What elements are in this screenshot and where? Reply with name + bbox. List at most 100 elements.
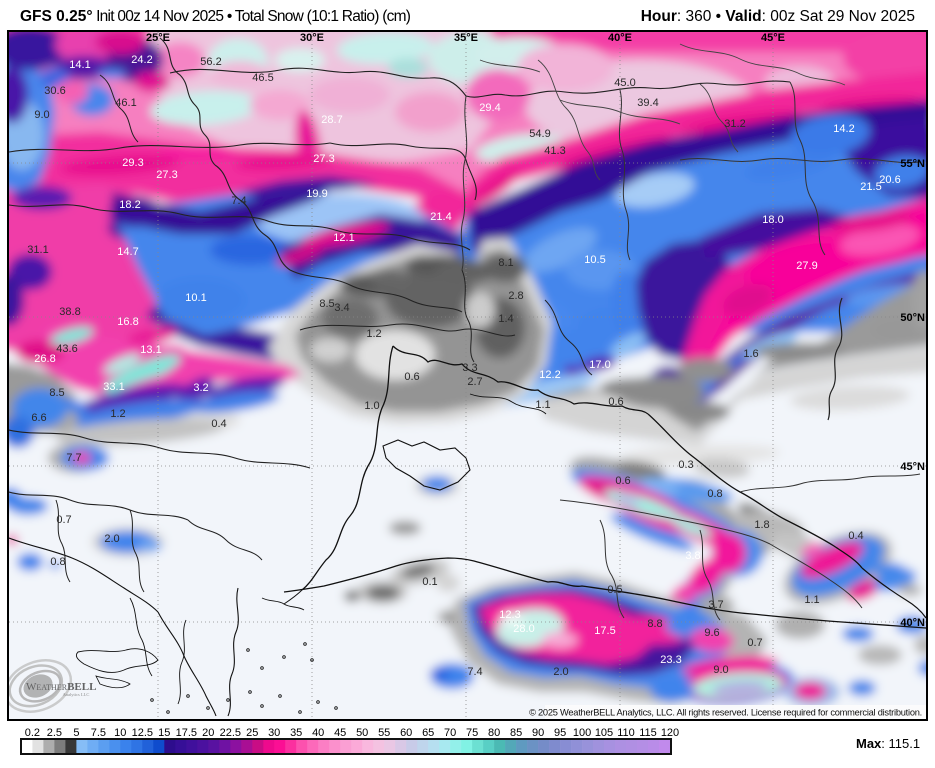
svg-text:95: 95: [554, 727, 566, 739]
svg-text:0.7: 0.7: [747, 637, 762, 649]
svg-text:1.1: 1.1: [804, 594, 819, 606]
svg-text:3.3: 3.3: [462, 362, 477, 374]
svg-text:28.0: 28.0: [513, 623, 534, 635]
svg-text:9.0: 9.0: [713, 664, 728, 676]
svg-text:40°N: 40°N: [900, 617, 925, 629]
svg-text:0.6: 0.6: [615, 475, 630, 487]
svg-text:15: 15: [158, 727, 170, 739]
svg-text:1.0: 1.0: [364, 400, 379, 412]
svg-text:105: 105: [595, 727, 613, 739]
svg-text:19.9: 19.9: [306, 188, 327, 200]
svg-text:17.5: 17.5: [176, 727, 197, 739]
svg-text:120: 120: [661, 727, 679, 739]
svg-text:6.6: 6.6: [31, 412, 46, 424]
svg-text:54.9: 54.9: [529, 128, 550, 140]
svg-text:40°E: 40°E: [608, 32, 632, 44]
svg-text:26.8: 26.8: [34, 353, 55, 365]
svg-text:1.6: 1.6: [743, 348, 758, 360]
svg-text:55: 55: [378, 727, 390, 739]
svg-text:110: 110: [617, 727, 635, 739]
svg-text:0.6: 0.6: [608, 396, 623, 408]
svg-text:23.3: 23.3: [660, 654, 681, 666]
svg-text:46.1: 46.1: [115, 97, 136, 109]
svg-text:14.1: 14.1: [69, 59, 90, 71]
svg-text:21.5: 21.5: [860, 181, 881, 193]
svg-text:27.3: 27.3: [156, 169, 177, 181]
svg-text:7.4: 7.4: [231, 195, 246, 207]
svg-text:40: 40: [312, 727, 324, 739]
svg-text:10.1: 10.1: [185, 292, 206, 304]
svg-text:9.0: 9.0: [34, 109, 49, 121]
svg-text:30.6: 30.6: [44, 85, 65, 97]
svg-text:20.6: 20.6: [879, 174, 900, 186]
svg-text:1.2: 1.2: [110, 408, 125, 420]
svg-text:18.2: 18.2: [119, 199, 140, 211]
svg-text:17.5: 17.5: [594, 625, 615, 637]
svg-text:0.4: 0.4: [848, 530, 863, 542]
svg-text:8.8: 8.8: [647, 618, 662, 630]
svg-text:3.2: 3.2: [193, 382, 208, 394]
svg-text:100: 100: [573, 727, 591, 739]
svg-text:10.5: 10.5: [584, 254, 605, 266]
svg-text:30: 30: [268, 727, 280, 739]
svg-text:0.4: 0.4: [211, 418, 226, 430]
svg-text:1.1: 1.1: [535, 399, 550, 411]
svg-text:7.4: 7.4: [467, 666, 482, 678]
svg-text:25: 25: [246, 727, 258, 739]
svg-text:46.5: 46.5: [252, 72, 273, 84]
svg-text:0.6: 0.6: [404, 371, 419, 383]
svg-text:16.8: 16.8: [117, 316, 138, 328]
svg-text:3.8: 3.8: [685, 550, 700, 562]
svg-text:29.3: 29.3: [122, 157, 143, 169]
svg-text:8.1: 8.1: [498, 257, 513, 269]
svg-text:20: 20: [202, 727, 214, 739]
svg-text:3.7: 3.7: [708, 599, 723, 611]
svg-text:10: 10: [114, 727, 126, 739]
svg-text:2.0: 2.0: [553, 666, 568, 678]
svg-text:0.8: 0.8: [50, 556, 65, 568]
svg-text:39.4: 39.4: [637, 97, 658, 109]
svg-text:3.4: 3.4: [334, 302, 349, 314]
svg-text:8.5: 8.5: [49, 387, 64, 399]
svg-text:12.5: 12.5: [132, 727, 153, 739]
svg-text:14.7: 14.7: [117, 246, 138, 258]
svg-text:24.2: 24.2: [131, 54, 152, 66]
svg-text:31.1: 31.1: [27, 244, 48, 256]
svg-text:2.8: 2.8: [508, 290, 523, 302]
svg-text:45.0: 45.0: [614, 77, 635, 89]
svg-text:28.7: 28.7: [321, 114, 342, 126]
svg-text:12.3: 12.3: [499, 609, 520, 621]
svg-text:0.1: 0.1: [422, 576, 437, 588]
svg-text:25°E: 25°E: [146, 32, 170, 44]
svg-text:© 2025 WeatherBELL Analytics,: © 2025 WeatherBELL Analytics, LLC. All r…: [529, 708, 922, 718]
svg-text:22.5: 22.5: [220, 727, 241, 739]
svg-text:75: 75: [466, 727, 478, 739]
svg-text:50°N: 50°N: [900, 312, 925, 324]
svg-text:70: 70: [444, 727, 456, 739]
svg-text:Analytics LLC: Analytics LLC: [63, 692, 90, 697]
svg-text:56.2: 56.2: [200, 56, 221, 68]
svg-text:0.2: 0.2: [25, 727, 40, 739]
svg-text:5: 5: [73, 727, 79, 739]
svg-text:27.9: 27.9: [796, 260, 817, 272]
svg-text:60: 60: [400, 727, 412, 739]
svg-text:7.7: 7.7: [66, 452, 81, 464]
svg-text:0.5: 0.5: [607, 584, 622, 596]
svg-text:1.2: 1.2: [366, 328, 381, 340]
svg-text:27.3: 27.3: [313, 153, 334, 165]
svg-text:0.8: 0.8: [707, 488, 722, 500]
svg-text:2.5: 2.5: [47, 727, 62, 739]
svg-text:30°E: 30°E: [300, 32, 324, 44]
svg-text:90: 90: [532, 727, 544, 739]
svg-text:41.3: 41.3: [544, 145, 565, 157]
svg-text:31.2: 31.2: [724, 118, 745, 130]
svg-text:13.1: 13.1: [140, 344, 161, 356]
svg-text:35: 35: [290, 727, 302, 739]
svg-text:65: 65: [422, 727, 434, 739]
svg-text:0.3: 0.3: [678, 459, 693, 471]
svg-text:12.1: 12.1: [333, 232, 354, 244]
svg-text:7.5: 7.5: [91, 727, 106, 739]
svg-text:Hour: 360 • Valid: 00z Sat 29: Hour: 360 • Valid: 00z Sat 29 Nov 2025: [641, 8, 915, 25]
svg-text:80: 80: [488, 727, 500, 739]
svg-text:45°E: 45°E: [761, 32, 785, 44]
